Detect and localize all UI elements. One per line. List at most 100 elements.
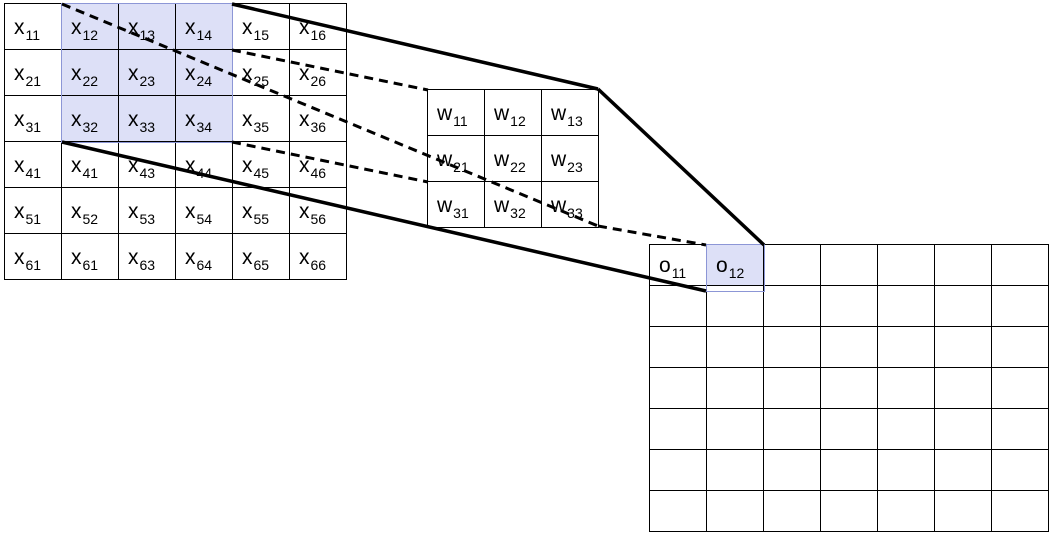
kernel-cell-label: w13 (551, 103, 583, 128)
input-cell: x33 (118, 95, 176, 142)
input-cell-label: x13 (128, 17, 155, 42)
input-cell-base: x (185, 200, 196, 223)
input-cell-label: x56 (299, 201, 326, 226)
input-cell-base: x (14, 108, 25, 131)
input-cell-label: x23 (128, 63, 155, 88)
input-matrix-x: x11 x12 x13 x14 x15 x16 x21 x22 x23 x24 x25 x26 x31 x… (4, 3, 347, 280)
input-cell-subscript: 12 (82, 27, 99, 43)
output-cell-subscript: 12 (728, 265, 745, 281)
input-cell-base: x (128, 16, 139, 39)
kernel-cell-label: w23 (551, 149, 583, 174)
input-cell-subscript: 55 (253, 211, 270, 227)
input-cell-subscript: 56 (310, 211, 327, 227)
kernel-cell-base: w (494, 148, 510, 171)
input-cell-subscript: 15 (253, 27, 270, 43)
dashed-line-mid-top (231, 48, 429, 92)
input-cell-label: x31 (14, 109, 41, 134)
input-cell-base: x (185, 16, 196, 39)
input-cell-base: x (128, 154, 139, 177)
input-cell-label: x34 (185, 109, 212, 134)
kernel-cell-label: w11 (437, 103, 468, 128)
output-cell-label: o12 (716, 255, 744, 280)
input-cell-base: x (299, 154, 310, 177)
input-cell: x24 (175, 49, 233, 96)
kernel-cell-label: w22 (494, 149, 526, 174)
kernel-cell-base: w (494, 102, 510, 125)
kernel-matrix-w: w11 w12 w13 w21 w22 w23 w31 w32 w33 (427, 89, 599, 228)
input-cell-subscript: 54 (196, 211, 213, 227)
input-cell: x12 (61, 3, 119, 50)
input-cell-label: x16 (299, 17, 326, 42)
input-cell-subscript: 33 (139, 119, 156, 135)
input-cell-base: x (242, 246, 253, 269)
input-cell-base: x (71, 154, 82, 177)
input-cell-label: x55 (242, 201, 269, 226)
input-cell-subscript: 13 (139, 27, 156, 43)
input-cell-base: x (14, 62, 25, 85)
output-cell-base: o (659, 254, 671, 277)
input-cell: x66 (289, 233, 347, 280)
input-cell-label: x32 (71, 109, 98, 134)
kernel-cell-subscript: 13 (567, 113, 583, 129)
input-cell-base: x (14, 246, 25, 269)
input-cell-base: x (71, 200, 82, 223)
input-cell-subscript: 21 (25, 73, 42, 89)
input-cell-subscript: 34 (196, 119, 213, 135)
input-cell: x14 (175, 3, 233, 50)
input-cell-subscript: 36 (310, 119, 327, 135)
kernel-cell-base: w (551, 148, 567, 171)
input-cell-label: x43 (128, 155, 155, 180)
input-cell-base: x (14, 200, 25, 223)
input-cell-label: x26 (299, 63, 326, 88)
input-cell-base: x (185, 62, 196, 85)
input-cell-base: x (242, 108, 253, 131)
input-cell-label: x11 (14, 17, 40, 42)
input-cell-base: x (128, 200, 139, 223)
dashed-line-kernel-output (597, 224, 707, 247)
input-cell-subscript: 66 (310, 257, 327, 273)
kernel-cell-base: w (437, 148, 453, 171)
input-cell-subscript: 41 (25, 165, 42, 181)
input-cell-base: x (242, 200, 253, 223)
input-cell-label: x61 (71, 247, 98, 272)
input-cell-label: x33 (128, 109, 155, 134)
input-cell-subscript: 16 (310, 27, 327, 43)
input-cell-subscript: 61 (82, 257, 99, 273)
input-cell-label: x64 (185, 247, 212, 272)
input-cell-subscript: 41 (82, 165, 99, 181)
input-cell-label: x24 (185, 63, 212, 88)
input-cell-subscript: 45 (253, 165, 270, 181)
kernel-cell-label: w32 (494, 195, 526, 220)
input-cell-label: x21 (14, 63, 41, 88)
input-cell-label: x22 (71, 63, 98, 88)
input-cell-label: x15 (242, 17, 269, 42)
kernel-cell-subscript: 22 (510, 159, 526, 175)
kernel-cell-subscript: 11 (453, 113, 468, 129)
input-cell-subscript: 22 (82, 73, 99, 89)
input-cell-base: x (71, 246, 82, 269)
input-cell-label: x54 (185, 201, 212, 226)
input-cell-subscript: 11 (25, 27, 41, 43)
input-cell-subscript: 63 (139, 257, 156, 273)
input-cell-base: x (299, 246, 310, 269)
input-cell-subscript: 65 (253, 257, 270, 273)
input-cell-label: x14 (185, 17, 212, 42)
input-cell-base: x (128, 62, 139, 85)
input-cell-label: x66 (299, 247, 326, 272)
input-cell-subscript: 53 (139, 211, 156, 227)
input-cell-base: x (242, 16, 253, 39)
input-cell-subscript: 61 (25, 257, 42, 273)
input-cell-base: x (299, 108, 310, 131)
solid-line-right (596, 87, 766, 247)
input-cell-subscript: 51 (25, 211, 42, 227)
input-cell-base: x (242, 154, 253, 177)
input-cell-subscript: 24 (196, 73, 213, 89)
input-cell-label: x51 (14, 201, 41, 226)
output-cell-subscript: 11 (671, 265, 687, 281)
kernel-cell-base: w (437, 194, 453, 217)
kernel-cell-subscript: 32 (510, 205, 526, 221)
kernel-cell-label: w12 (494, 103, 526, 128)
kernel-cell-base: w (551, 102, 567, 125)
solid-line-bottom (61, 140, 707, 293)
